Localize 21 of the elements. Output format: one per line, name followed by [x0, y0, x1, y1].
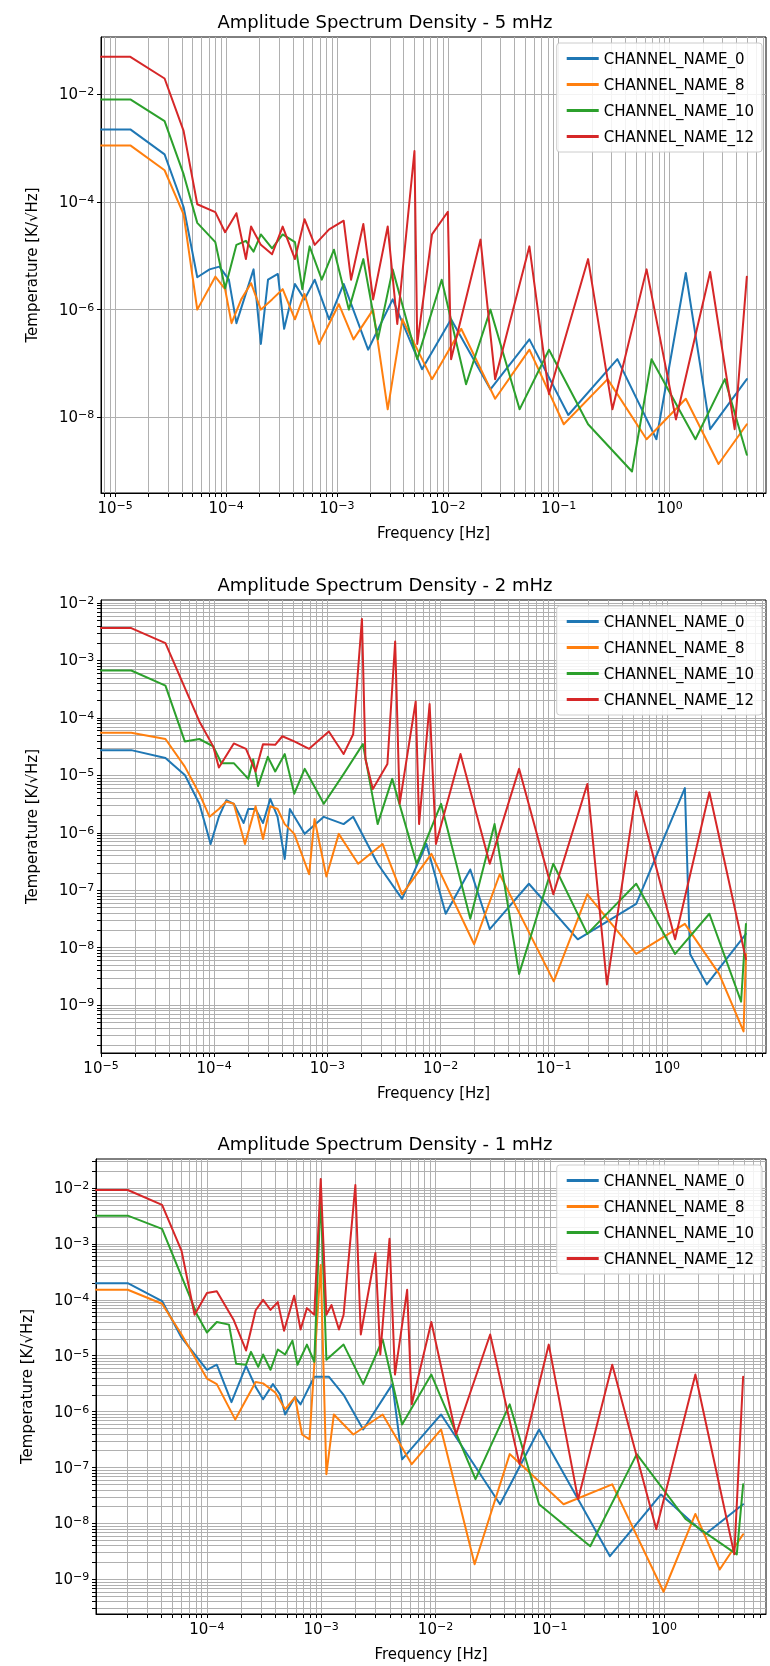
chart-title: Amplitude Spectrum Density - 2 mHz	[217, 573, 553, 595]
chart-title: Amplitude Spectrum Density - 1 mHz	[217, 1132, 553, 1154]
y-axis-title: Temperature [K/√Hz]	[17, 1308, 36, 1466]
legend-label: CHANNEL_NAME_0	[603, 1171, 745, 1191]
x-axis-title: Frequency [Hz]	[376, 523, 491, 542]
legend-label: CHANNEL_NAME_12	[603, 127, 754, 147]
legend-label: CHANNEL_NAME_8	[603, 1197, 745, 1217]
legend-label: CHANNEL_NAME_8	[603, 638, 745, 658]
x-axis-title: Frequency [Hz]	[376, 1083, 491, 1102]
x-axis-title: Frequency [Hz]	[374, 1644, 488, 1663]
legend-label: CHANNEL_NAME_8	[603, 75, 745, 95]
y-axis-title: Temperature [K/√Hz]	[22, 187, 41, 344]
legend-label: CHANNEL_NAME_0	[603, 612, 745, 632]
legend-label: CHANNEL_NAME_10	[603, 664, 754, 684]
legend-label: CHANNEL_NAME_12	[603, 1249, 754, 1269]
y-axis-title: Temperature [K/√Hz]	[22, 748, 41, 906]
legend-label: CHANNEL_NAME_10	[603, 1223, 754, 1243]
legend-label: CHANNEL_NAME_10	[603, 101, 754, 121]
legend-label: CHANNEL_NAME_0	[603, 49, 745, 69]
legend-label: CHANNEL_NAME_12	[603, 690, 754, 710]
chart-title: Amplitude Spectrum Density - 5 mHz	[217, 10, 553, 32]
